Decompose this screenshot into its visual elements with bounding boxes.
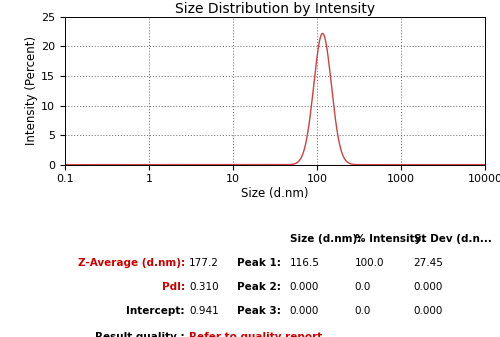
Text: Result quality :: Result quality : (95, 332, 184, 337)
Text: 0.941: 0.941 (189, 306, 218, 316)
Y-axis label: Intensity (Percent): Intensity (Percent) (26, 36, 38, 145)
Text: % Intensity:: % Intensity: (355, 235, 426, 244)
Text: Refer to quality report: Refer to quality report (189, 332, 322, 337)
Text: Size (d.nm):: Size (d.nm): (290, 235, 361, 244)
Text: Peak 2:: Peak 2: (237, 282, 281, 292)
Text: 27.45: 27.45 (414, 258, 444, 268)
Text: 177.2: 177.2 (189, 258, 219, 268)
Text: 0.000: 0.000 (290, 282, 319, 292)
Text: Z-Average (d.nm):: Z-Average (d.nm): (78, 258, 184, 268)
Title: Size Distribution by Intensity: Size Distribution by Intensity (175, 2, 375, 16)
Text: 100.0: 100.0 (355, 258, 384, 268)
Text: Intercept:: Intercept: (126, 306, 184, 316)
Text: Peak 1:: Peak 1: (237, 258, 281, 268)
Text: 0.0: 0.0 (355, 306, 371, 316)
Text: 0.000: 0.000 (414, 282, 443, 292)
Text: St Dev (d.n...: St Dev (d.n... (414, 235, 492, 244)
Text: PdI:: PdI: (162, 282, 184, 292)
Text: 0.0: 0.0 (355, 282, 371, 292)
Text: 0.000: 0.000 (290, 306, 319, 316)
X-axis label: Size (d.nm): Size (d.nm) (241, 187, 309, 200)
Text: Peak 3:: Peak 3: (237, 306, 281, 316)
Text: 0.310: 0.310 (189, 282, 218, 292)
Text: 0.000: 0.000 (414, 306, 443, 316)
Text: 116.5: 116.5 (290, 258, 320, 268)
